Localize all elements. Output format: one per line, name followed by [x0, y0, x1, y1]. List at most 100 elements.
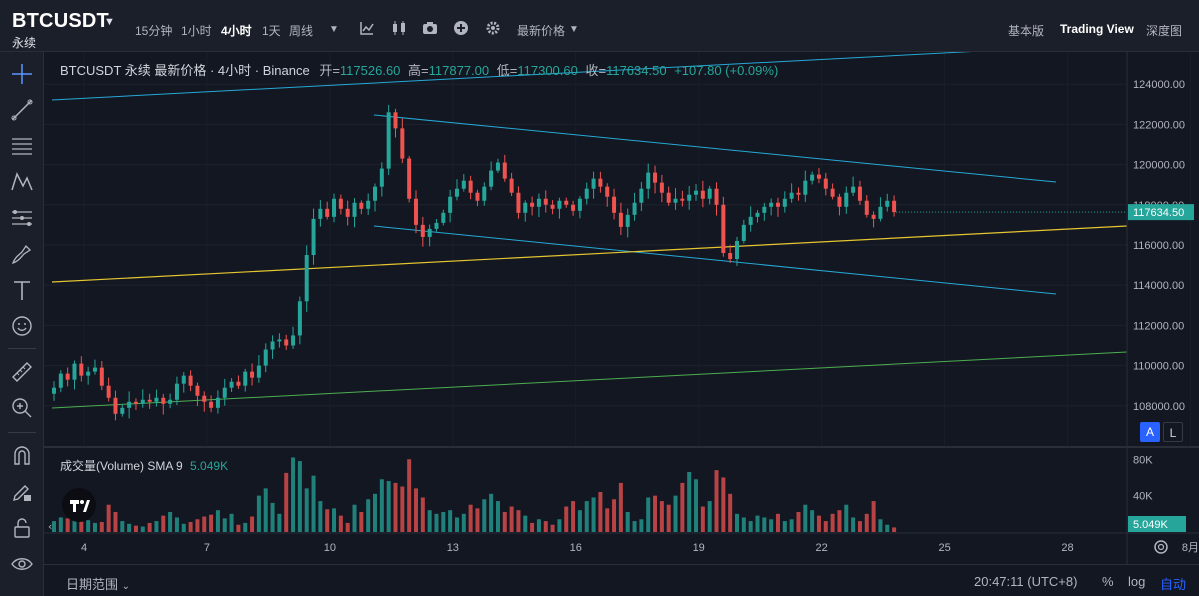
volume-bar	[769, 519, 774, 532]
candle-body	[236, 381, 241, 386]
volume-bar	[250, 516, 255, 532]
volume-bar	[236, 524, 241, 532]
volume-bar	[618, 482, 623, 532]
candle-body	[270, 341, 275, 350]
settings-gear-icon[interactable]	[1154, 540, 1168, 554]
candle-body	[366, 200, 371, 209]
candle-body	[318, 208, 323, 219]
channel-top-line[interactable]	[373, 114, 1057, 183]
last-price-marker: 117634.50 5.049K	[896, 204, 1194, 532]
log-button[interactable]: log	[1128, 574, 1146, 589]
tradingview-logo[interactable]	[62, 488, 96, 522]
candle-body	[79, 363, 84, 376]
volume-bar	[598, 492, 603, 532]
candle-body	[823, 178, 828, 189]
candle-body	[386, 112, 391, 169]
legend-high-label: 高=	[408, 63, 429, 78]
log-scale-button[interactable]: L	[1163, 422, 1183, 442]
ruler-icon[interactable]	[10, 360, 34, 384]
brush-icon[interactable]	[10, 242, 34, 266]
candle-body	[277, 339, 282, 342]
volume-bar	[448, 510, 453, 532]
candle-body	[311, 218, 316, 256]
volume-bar	[325, 509, 330, 532]
drawn-trendlines[interactable]	[51, 48, 1128, 409]
candle-body	[468, 180, 473, 193]
interval-1w[interactable]: 周线	[289, 24, 314, 38]
interval-1h[interactable]: 1小时	[181, 24, 212, 38]
zoom-icon[interactable]	[10, 396, 34, 420]
horizontal-lines-icon[interactable]	[10, 134, 34, 158]
view-depth[interactable]: 深度图	[1146, 24, 1183, 38]
volume-bar	[550, 524, 555, 532]
candle-body	[475, 192, 480, 201]
volume-bar	[338, 515, 343, 532]
volume-bar	[420, 497, 425, 532]
candle-body	[65, 373, 70, 380]
volume-bar	[755, 515, 760, 532]
candle-body	[222, 387, 227, 398]
price-type-chevron-down-icon[interactable]: ▼	[569, 24, 579, 35]
percent-scale-button[interactable]: %	[1102, 574, 1114, 589]
price-type-select[interactable]: 最新价格	[517, 24, 566, 38]
candle-body	[195, 385, 200, 396]
crosshair-icon[interactable]	[10, 62, 34, 86]
indicators-icon[interactable]	[359, 20, 375, 36]
draw-lock-icon[interactable]	[10, 480, 34, 504]
candle-body	[434, 222, 439, 229]
settings-icon[interactable]	[485, 20, 501, 36]
candle-body	[99, 367, 104, 386]
candle-body	[775, 202, 780, 207]
candle-body	[482, 186, 487, 201]
long-trend-line[interactable]	[51, 351, 1128, 409]
auto-scale-button[interactable]: A	[1140, 422, 1160, 442]
interval-15m[interactable]: 15分钟	[135, 24, 173, 38]
add-icon[interactable]	[453, 20, 469, 36]
time-axis[interactable]: 47101316192225288月47	[81, 542, 1199, 554]
volume-axis[interactable]: 40K 80K	[1133, 454, 1153, 502]
candle-body	[58, 373, 63, 388]
volume-bar	[523, 515, 528, 532]
candle-body	[407, 158, 412, 199]
price-axis[interactable]: 108000.00 110000.00 112000.00 114000.00 1160…	[1133, 79, 1185, 413]
candle-body	[427, 228, 432, 237]
auto-button[interactable]: 自动	[1160, 577, 1187, 592]
candle-body	[892, 200, 897, 213]
view-tradingview[interactable]: Trading View	[1060, 22, 1134, 36]
lock-icon[interactable]	[10, 516, 34, 540]
symbol-chevron-down-icon[interactable]: ▼	[104, 16, 115, 28]
clock[interactable]: 20:47:11 (UTC+8)	[974, 574, 1078, 589]
upper-trend-line[interactable]	[51, 48, 1021, 101]
chart-style-icon[interactable]	[391, 20, 407, 36]
price-tick-label: 108000.00	[1133, 401, 1185, 413]
channel-bottom-line[interactable]	[373, 225, 1057, 295]
volume-bar	[816, 515, 821, 532]
fib-icon[interactable]	[10, 206, 34, 230]
view-basic[interactable]: 基本版	[1008, 24, 1045, 38]
candle-body	[454, 188, 459, 197]
candle-body	[379, 168, 384, 187]
text-icon[interactable]	[10, 278, 34, 302]
volume-bar	[803, 504, 808, 532]
camera-icon[interactable]	[422, 20, 438, 36]
symbol-name[interactable]: BTCUSDT	[12, 10, 109, 32]
support-line[interactable]	[51, 225, 1128, 283]
volume-bar	[741, 517, 746, 532]
volume-bar	[304, 488, 309, 532]
interval-1d[interactable]: 1天	[262, 24, 281, 38]
pattern-icon[interactable]	[10, 170, 34, 194]
interval-chevron-down-icon[interactable]: ▼	[329, 24, 339, 35]
trend-line-icon[interactable]	[10, 98, 34, 122]
candle-body	[885, 200, 890, 207]
volume-bar	[536, 519, 541, 532]
last-volume-label: 5.049K	[1133, 519, 1169, 531]
tool-separator	[8, 432, 36, 433]
eye-icon[interactable]	[10, 552, 34, 576]
volume-bar	[857, 521, 862, 532]
emoji-icon[interactable]	[10, 314, 34, 338]
magnet-icon[interactable]	[10, 444, 34, 468]
scroll-left-icon[interactable]: ‹	[48, 520, 52, 533]
interval-4h[interactable]: 4小时	[221, 24, 252, 38]
date-range-button[interactable]: 日期范围 ⌄	[66, 574, 130, 593]
